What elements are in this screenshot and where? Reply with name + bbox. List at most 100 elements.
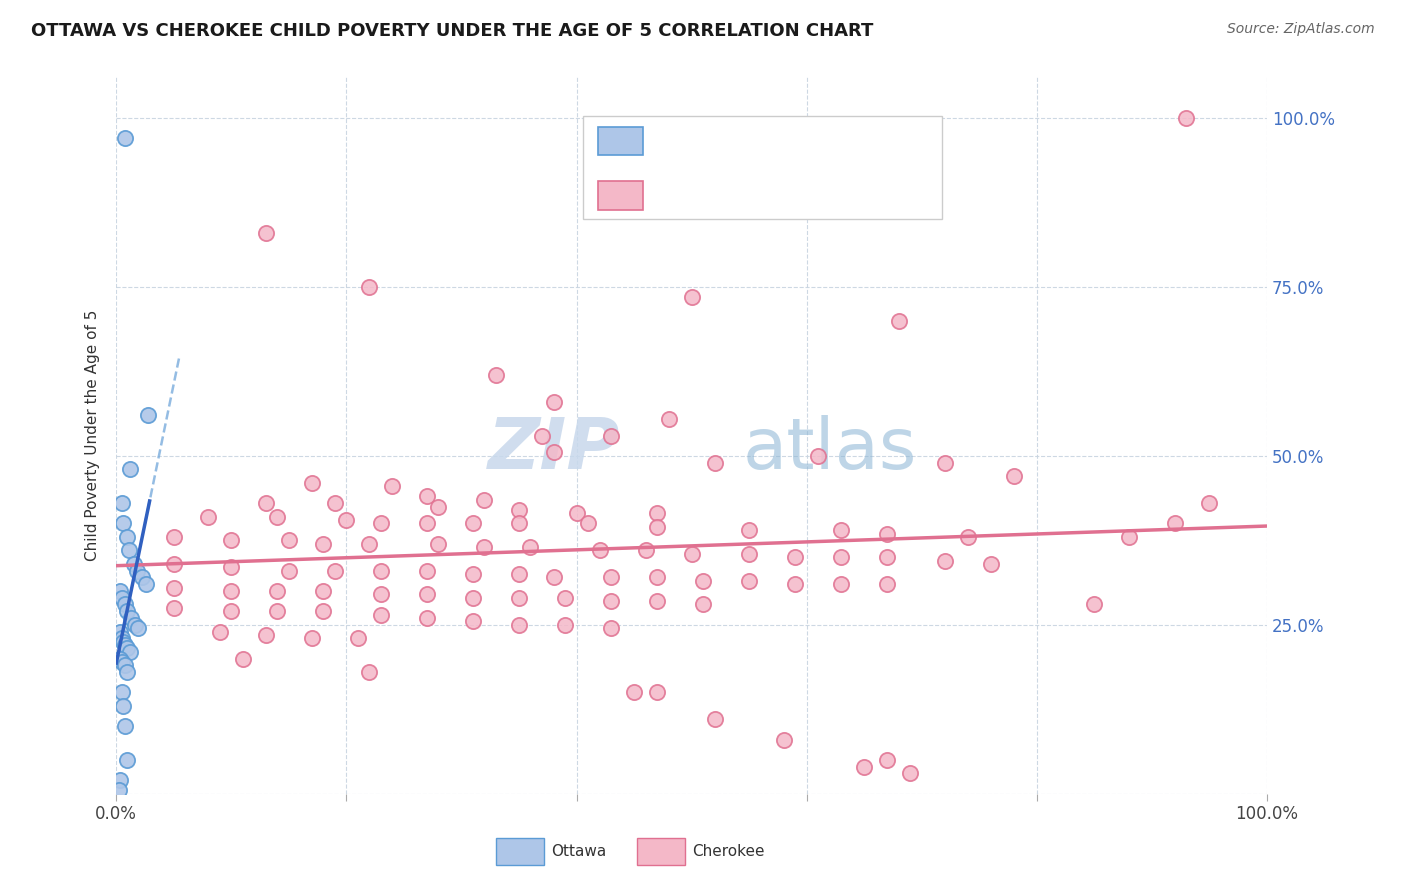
Point xyxy=(416,489,439,503)
Point xyxy=(254,496,277,510)
Point xyxy=(600,428,623,442)
Point xyxy=(645,506,668,520)
Point xyxy=(634,543,657,558)
Point xyxy=(416,516,439,531)
Point xyxy=(131,570,153,584)
Point xyxy=(934,553,956,567)
Point xyxy=(554,591,576,605)
Point xyxy=(115,530,138,544)
Point xyxy=(114,638,136,652)
Point xyxy=(427,536,450,550)
Point xyxy=(266,584,288,599)
Point xyxy=(508,503,530,517)
Point xyxy=(114,719,136,733)
Point xyxy=(323,496,346,510)
Point xyxy=(335,513,357,527)
Point xyxy=(115,604,138,618)
Point xyxy=(208,624,231,639)
Point xyxy=(254,628,277,642)
Point xyxy=(600,570,623,584)
Point xyxy=(221,584,243,599)
Point xyxy=(772,732,794,747)
Point xyxy=(111,655,134,669)
Point xyxy=(853,759,876,773)
Point xyxy=(114,658,136,673)
Point xyxy=(519,540,541,554)
Point xyxy=(876,577,898,591)
Point xyxy=(530,428,553,442)
Point xyxy=(576,516,599,531)
Point xyxy=(692,598,714,612)
Point xyxy=(785,550,807,565)
Point xyxy=(118,543,141,558)
Point xyxy=(221,560,243,574)
Point xyxy=(565,506,588,520)
Point xyxy=(461,591,484,605)
Point xyxy=(108,651,131,665)
Text: Cherokee: Cherokee xyxy=(692,845,765,859)
Point xyxy=(197,509,219,524)
Point xyxy=(111,685,134,699)
Point xyxy=(370,564,392,578)
Point xyxy=(312,604,335,618)
Point xyxy=(1083,598,1105,612)
Point xyxy=(108,584,131,599)
Point xyxy=(645,570,668,584)
Point xyxy=(108,624,131,639)
Point xyxy=(112,698,135,713)
Point xyxy=(347,632,370,646)
Point xyxy=(254,226,277,240)
Point xyxy=(898,766,921,780)
Point xyxy=(111,632,134,646)
Point xyxy=(266,604,288,618)
Point xyxy=(623,685,645,699)
Point xyxy=(543,445,565,459)
Point xyxy=(508,617,530,632)
Point xyxy=(876,526,898,541)
Point xyxy=(543,570,565,584)
Point xyxy=(370,587,392,601)
Point xyxy=(461,567,484,582)
Point xyxy=(830,550,852,565)
Point xyxy=(115,665,138,679)
Point xyxy=(163,600,186,615)
Point xyxy=(112,634,135,648)
Point xyxy=(554,617,576,632)
Point xyxy=(232,651,254,665)
Point xyxy=(980,557,1002,571)
Point xyxy=(681,547,703,561)
Point xyxy=(108,773,131,788)
Point xyxy=(600,621,623,635)
Point xyxy=(301,632,323,646)
Point xyxy=(692,574,714,588)
Point xyxy=(1164,516,1187,531)
Point xyxy=(738,547,761,561)
Point xyxy=(416,611,439,625)
Point xyxy=(474,492,496,507)
Text: OTTAWA VS CHEROKEE CHILD POVERTY UNDER THE AGE OF 5 CORRELATION CHART: OTTAWA VS CHEROKEE CHILD POVERTY UNDER T… xyxy=(31,22,873,40)
Point xyxy=(588,543,610,558)
Point xyxy=(543,394,565,409)
Point xyxy=(645,520,668,534)
Point xyxy=(508,516,530,531)
Point xyxy=(120,645,142,659)
Point xyxy=(120,611,142,625)
Point xyxy=(508,567,530,582)
Point xyxy=(125,564,148,578)
Point xyxy=(876,550,898,565)
Point xyxy=(485,368,508,382)
Text: Ottawa: Ottawa xyxy=(551,845,606,859)
Point xyxy=(600,594,623,608)
Point xyxy=(127,621,149,635)
Point xyxy=(277,533,299,548)
Point xyxy=(312,584,335,599)
Point xyxy=(427,500,450,514)
Point xyxy=(266,509,288,524)
Point xyxy=(323,564,346,578)
Text: Source: ZipAtlas.com: Source: ZipAtlas.com xyxy=(1227,22,1375,37)
Point xyxy=(785,577,807,591)
Point xyxy=(956,530,979,544)
Point xyxy=(645,685,668,699)
Point xyxy=(474,540,496,554)
Point xyxy=(115,753,138,767)
